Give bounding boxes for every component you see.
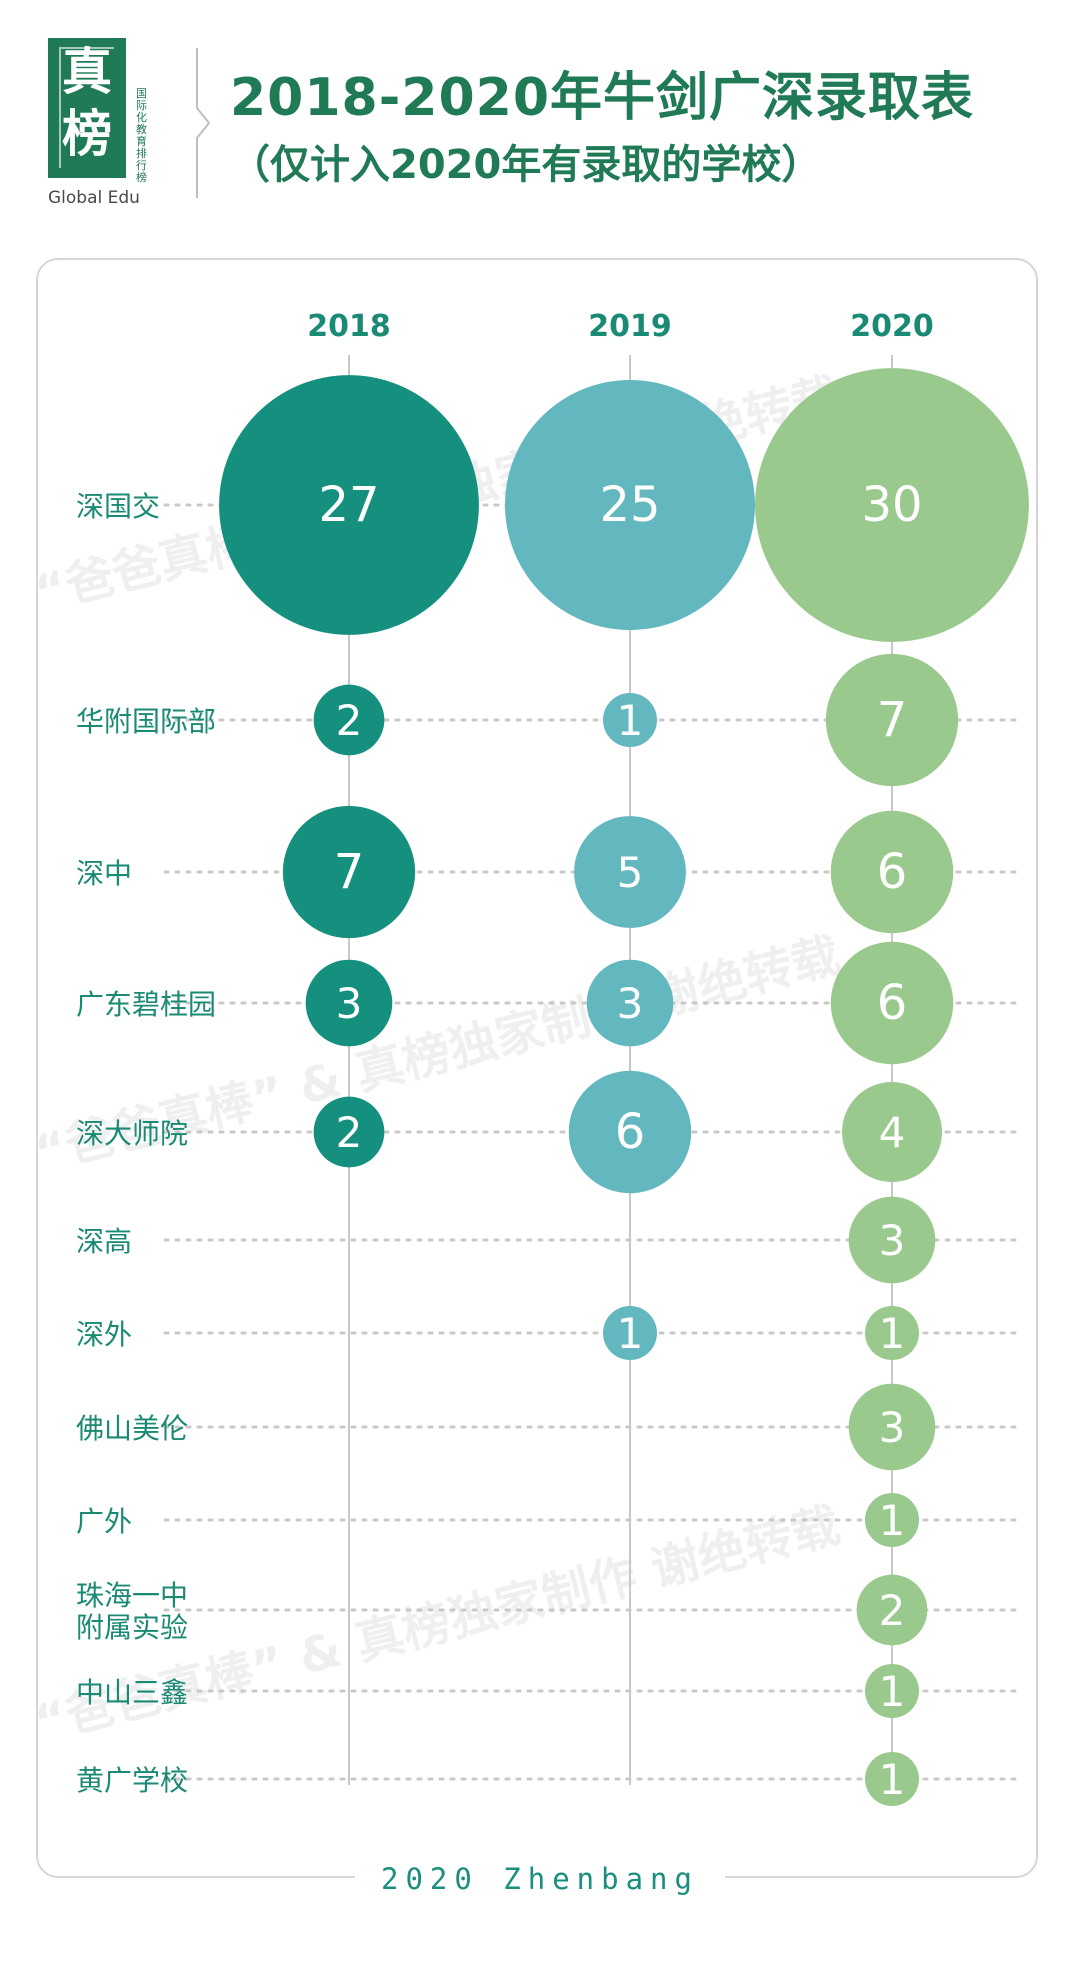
bubble: [865, 1306, 919, 1360]
school-label: 附属实验: [76, 1611, 188, 1644]
bubble-value-label: 3: [879, 1403, 906, 1452]
school-label: 深中: [76, 857, 132, 890]
logo-mark: 真 榜: [48, 38, 126, 178]
bubble: [305, 959, 393, 1047]
footer: 2020 Zhenbang: [0, 1862, 1080, 1896]
bubble-value-label: 3: [336, 979, 363, 1028]
logo: 真 榜 国际化教育排行榜 Global Edu: [48, 38, 158, 208]
school-label: 深国交: [76, 490, 160, 523]
bubble-value-label: 3: [617, 979, 644, 1028]
bubble-value-label: 3: [879, 1216, 906, 1265]
bubble: [755, 368, 1029, 642]
bubble: [830, 941, 954, 1065]
school-label: 深大师院: [76, 1117, 188, 1150]
bubble-value-label: 7: [334, 844, 365, 900]
bubble-value-label: 1: [879, 1496, 906, 1545]
bubble: [830, 810, 954, 934]
bubble-value-label: 1: [879, 1309, 906, 1358]
bubble-value-label: 2: [879, 1586, 906, 1635]
bubble-value-label: 25: [599, 477, 660, 533]
school-label: 中山三鑫: [76, 1676, 188, 1709]
bubble-value-label: 27: [318, 477, 379, 533]
school-label: 广外: [76, 1505, 132, 1538]
bubble: [865, 1664, 919, 1718]
bubble: [586, 959, 674, 1047]
logo-char-bang: 榜: [62, 105, 112, 163]
school-label: 珠海一中: [76, 1579, 188, 1612]
year-label-2019: 2019: [588, 309, 672, 344]
bubble: [574, 816, 686, 928]
bubble-value-label: 1: [879, 1755, 906, 1804]
logo-english: Global Edu: [48, 188, 140, 208]
bubble-value-label: 1: [879, 1667, 906, 1716]
bubble-value-label: 6: [877, 975, 908, 1031]
page-subtitle: （仅计入2020年有录取的学校）: [230, 142, 822, 188]
school-label: 黄广学校: [76, 1764, 188, 1797]
bubble-value-label: 7: [877, 692, 908, 748]
logo-char-zhen: 真: [62, 43, 112, 101]
bubble-value-label: 5: [617, 848, 644, 897]
bubble: [219, 375, 479, 635]
bubble-value-label: 6: [615, 1104, 646, 1160]
bubble: [842, 1082, 942, 1182]
bubble-value-label: 2: [336, 1108, 363, 1157]
bubble-value-label: 4: [879, 1108, 906, 1157]
bubble: [313, 684, 385, 756]
bubble: [856, 1574, 928, 1646]
year-label-2020: 2020: [850, 309, 934, 344]
bubble: [865, 1752, 919, 1806]
bubble: [603, 693, 657, 747]
school-label: 深高: [76, 1225, 132, 1258]
bubble: [865, 1493, 919, 1547]
school-label: 华附国际部: [76, 705, 216, 738]
header: 真 榜 国际化教育排行榜 Global Edu 2018-2020年牛剑广深录取…: [0, 0, 1080, 230]
bubble-value-label: 1: [617, 1309, 644, 1358]
logo-subtitle: 国际化教育排行榜: [136, 87, 147, 184]
bubble: [848, 1196, 936, 1284]
bubble-value-label: 1: [617, 696, 644, 745]
bubble: [603, 1306, 657, 1360]
footer-text: 2020 Zhenbang: [355, 1862, 725, 1896]
bubble-value-label: 30: [861, 477, 922, 533]
bubble: [568, 1070, 692, 1194]
year-label-2018: 2018: [307, 309, 391, 344]
school-label: 佛山美伦: [76, 1412, 188, 1445]
page-title: 2018-2020年牛剑广深录取表: [230, 68, 975, 128]
bubble-value-label: 2: [336, 696, 363, 745]
school-label: 深外: [76, 1318, 132, 1351]
bubble: [282, 805, 416, 939]
bubble: [825, 653, 959, 787]
bubble: [505, 380, 755, 630]
bubble: [848, 1383, 936, 1471]
bubble: [313, 1096, 385, 1168]
header-divider: [196, 48, 211, 198]
school-label: 广东碧桂园: [76, 988, 216, 1021]
bubble-value-label: 6: [877, 844, 908, 900]
